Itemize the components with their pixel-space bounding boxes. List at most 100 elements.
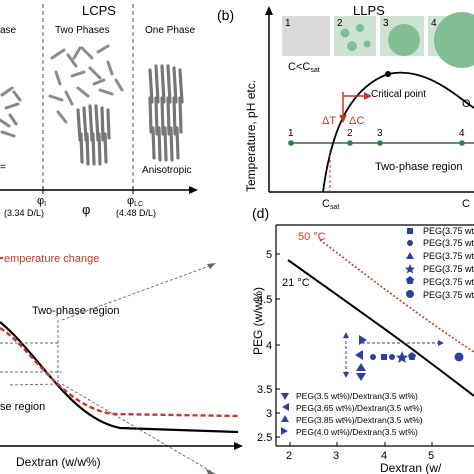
blue-guide-right-arrowhead [438,340,444,346]
legend-bottom: PEG(3.5 wt%)/Dextran(3.5 wt%) PEG(3.65 w… [281,391,423,437]
panel-b-header: LLPS [353,3,385,18]
legend-bottom-icon-right [281,427,288,435]
svg-text:φLC: φLC [127,195,143,208]
box-number-3: 3 [383,18,389,29]
y-tick-label-4: 4 [266,340,272,352]
delta-c-arrowhead [364,92,372,100]
panel-d-x-ticks [289,442,433,446]
legend-bottom-icon-down [281,393,289,400]
y-tick-label-3-5: 3.5 [257,384,272,396]
phase-label-left: ase [0,25,17,36]
panel-b: (b) LLPS Temperature, pH etc. 1 2 3 4 C<… [217,3,474,211]
state-point-2 [347,140,353,146]
marker-large-circle [454,352,464,362]
svg-text:φI: φI [37,195,46,208]
droplet-small-2 [356,24,364,32]
legend-right: PEG(3.75 wt PEG(3.75 wt PEG(3.75 wt PEG(… [405,226,474,300]
phi-axis-arrowhead [189,186,198,194]
binodal-50c [319,239,474,353]
legend-bottom-entry-3: PEG(3.85 wt%)/Dextran(3.5 wt%) [296,415,423,425]
point-label-4: 4 [459,128,465,139]
panel-d-label: (d) [252,205,269,221]
delta-c-label: ΔC [349,115,364,127]
phi-lc-marker: φLC (4.48 D/L) [116,186,156,218]
phase-label-one: One Phase [145,25,195,36]
marker-square [381,354,387,360]
critical-point-label: Critical point [371,89,426,100]
legend-right-entry-4: PEG(3.75 wt [423,264,474,274]
y-tick-label-3: 3 [266,408,272,420]
point-label-2: 2 [347,128,353,139]
panel-d-ylabel: PEG (w/w%) [251,287,265,355]
delta-t-label: ΔT [322,115,336,127]
state-point-3 [377,140,383,146]
panel-d: (d) PEG (w/w%) 5 4.5 4 3.5 3 2.5 2 3 4 5… [251,205,474,474]
y-tick-label-2-5: 2.5 [257,432,272,444]
legend-right-icon-pentagon [406,276,414,284]
nematic-cluster-middle [76,104,111,166]
marker-triangle-down [356,373,366,381]
svg-text:(3.34 D/L): (3.34 D/L) [4,208,44,218]
solid-binodal-c [0,321,239,434]
legend-bottom-icon-up [281,415,289,422]
marker-circle-2 [389,354,395,360]
blue-guide-down-arrowhead [343,372,349,378]
x-tick-label-2: 2 [286,450,292,462]
marker-triangle-up [356,363,366,371]
panel-c-x-arrowhead [234,442,243,450]
box-number-1: 1 [285,18,291,29]
y-tick-label-5: 5 [266,249,272,261]
panel-d-y-ticks [276,253,280,438]
legend-right-entry-6: PEG(3.75 wt [423,290,474,300]
legend-right-entry-2: PEG(3.75 wt [423,238,474,248]
c-fragment: C [462,198,470,210]
legend-right-icon-square [407,228,413,234]
phi-label: φ [82,202,90,217]
phase-label-two: Two Phases [55,25,109,36]
panel-a: LCPS ase Two Phases One Phase [0,3,198,218]
legend-bottom-entry-4: PEG(4.0 wt%)/Dextran(3.5 wt%) [296,427,418,437]
two-phase-label-b: Two-phase region [375,161,462,173]
legend-right-icon-star [405,264,415,274]
panel-b-y-arrowhead [265,6,273,15]
marker-pentagon [408,352,416,360]
critical-point-marker [385,71,391,77]
panel-c: emperature change Two-phase region se re… [0,253,243,474]
marker-triangle-right [359,335,367,345]
box-number-4: 4 [431,18,437,29]
panel-c-xlabel: Dextran (w/w%) [16,455,101,469]
state-point-4 [459,140,465,146]
isotropic-rods-left [0,86,22,138]
phi-i-marker: φI (3.34 D/L) [4,186,46,218]
panel-d-xlabel: Dextran (w/ [380,461,442,474]
anisotropic-label: Anisotropic [142,165,191,176]
delta-t-arrowhead [339,115,347,123]
droplet-small-3 [347,41,357,51]
panel-b-label: (b) [217,7,234,23]
nematic-cluster-right [148,64,184,162]
state-box-1 [282,16,330,56]
temp-change-label: emperature change [4,253,99,265]
state-point-1 [288,140,294,146]
svg-text:(4.48 D/L): (4.48 D/L) [116,208,156,218]
guide-arrows-c [0,264,213,473]
csat-label: Csat [322,198,339,211]
legend-bottom-icon-left [282,403,289,411]
point-label-3: 3 [377,128,383,139]
legend-bottom-entry-2: PEG(3.65 wt%)/Dextran(3.5 wt%) [296,403,423,413]
o-fragment: O [462,98,471,110]
c-less-csat: C<Csat [288,61,320,74]
droplet-merged [434,12,474,68]
legend-right-entry-3: PEG(3.75 wt [423,251,474,261]
x-tick-label-5: 5 [428,450,434,462]
legend-right-entry-5: PEG(3.75 wt [423,277,474,287]
x-tick-label-4: 4 [381,450,387,462]
label-50c: 50 °C [298,231,326,243]
droplet-small-4 [363,40,371,48]
legend-right-entry-1: PEG(3.75 wt [423,226,474,236]
panel-b-ylabel: Temperature, pH etc. [244,80,258,192]
marker-circle-1 [370,354,376,360]
box-number-2: 2 [337,18,343,29]
legend-right-icon-triangle [406,252,414,259]
legend-right-icon-large-circle [406,290,414,298]
